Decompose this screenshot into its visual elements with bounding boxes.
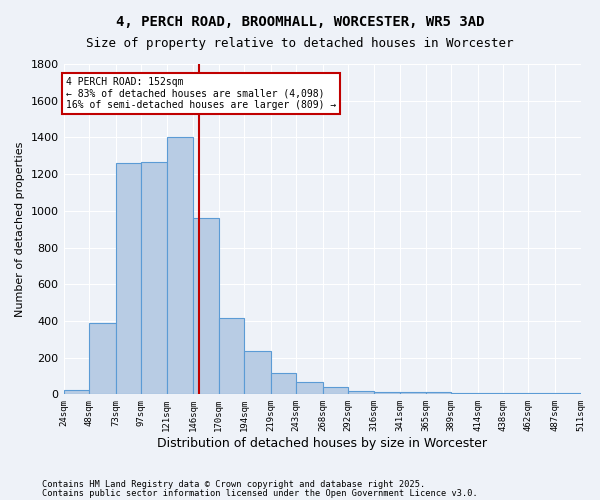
Text: Contains public sector information licensed under the Open Government Licence v3: Contains public sector information licen… (42, 489, 478, 498)
Bar (244, 351, 271, 395)
Bar (400, 392, 425, 394)
Text: 4, PERCH ROAD, BROOMHALL, WORCESTER, WR5 3AD: 4, PERCH ROAD, BROOMHALL, WORCESTER, WR5… (116, 15, 484, 29)
Bar (193, 218, 218, 394)
Text: 4 PERCH ROAD: 152sqm
← 83% of detached houses are smaller (4,098)
16% of semi-de: 4 PERCH ROAD: 152sqm ← 83% of detached h… (65, 77, 336, 110)
Bar (167, 138, 193, 394)
Bar (64, 390, 89, 394)
Bar (271, 373, 296, 394)
Bar (141, 162, 167, 394)
Bar (348, 391, 374, 394)
Bar (374, 392, 400, 394)
Bar (89, 323, 116, 394)
Y-axis label: Number of detached properties: Number of detached properties (15, 142, 25, 317)
Text: Contains HM Land Registry data © Crown copyright and database right 2025.: Contains HM Land Registry data © Crown c… (42, 480, 425, 489)
Bar (296, 382, 323, 394)
Bar (116, 163, 141, 394)
Bar (323, 386, 348, 394)
Bar (218, 318, 244, 394)
Text: Size of property relative to detached houses in Worcester: Size of property relative to detached ho… (86, 38, 514, 51)
Bar (425, 392, 451, 394)
X-axis label: Distribution of detached houses by size in Worcester: Distribution of detached houses by size … (157, 437, 487, 450)
